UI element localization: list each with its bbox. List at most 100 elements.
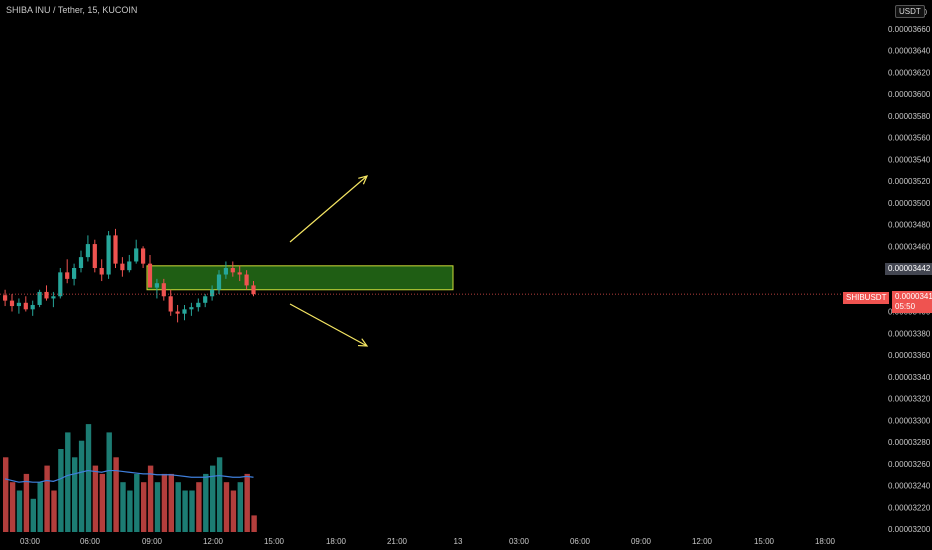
price-axis-label: 0.00003560 <box>888 134 931 143</box>
supply-zone-box <box>146 265 454 291</box>
candle-body <box>99 268 104 275</box>
volume-bar <box>196 482 202 532</box>
volume-bar <box>30 498 36 532</box>
time-axis-label: 03:00 <box>20 537 41 546</box>
time-axis-label: 12:00 <box>692 537 713 546</box>
candle-body <box>120 263 125 271</box>
candle-body <box>113 235 118 264</box>
volume-bar <box>37 482 43 532</box>
volume-bar <box>92 465 99 532</box>
volume-bar <box>23 473 30 532</box>
candle-body <box>3 295 8 301</box>
price-axis-label: 0.00003500 <box>888 199 931 208</box>
volume-bar <box>168 473 174 532</box>
volume-bar <box>127 490 133 532</box>
volume-bar <box>78 440 85 532</box>
arrow-head <box>357 338 369 347</box>
volume-bar <box>72 457 78 532</box>
volume-bar <box>65 432 71 532</box>
candle-body <box>23 302 28 310</box>
time-axis-label: 15:00 <box>754 537 775 546</box>
time-axis-label: 12:00 <box>203 537 224 546</box>
price-axis-label: 0.00003520 <box>888 177 931 186</box>
arrow-head <box>358 175 369 185</box>
time-axis-label: 06:00 <box>570 537 591 546</box>
price-axis-label: 0.00003240 <box>888 482 931 491</box>
candle-body <box>154 283 159 288</box>
current-price-tag: 0.00003416 05:50 <box>892 291 932 313</box>
currency-badge[interactable]: USDT <box>895 5 925 18</box>
candle-body <box>216 274 222 290</box>
candle-body <box>230 268 235 273</box>
time-axis-label: 09:00 <box>631 537 652 546</box>
candle-body <box>203 296 208 303</box>
arrow-shaft <box>289 303 368 347</box>
volume-bar <box>99 473 105 532</box>
current-price-value: 0.00003416 <box>895 292 932 301</box>
volume-bar <box>134 473 140 532</box>
volume-bar <box>154 482 161 532</box>
volume-bar <box>120 482 126 532</box>
price-axis-label: 0.00003320 <box>888 395 931 404</box>
price-axis-label: 0.00003480 <box>888 221 931 230</box>
volume-bar <box>182 490 188 532</box>
candle-body <box>223 268 228 275</box>
candle-body <box>210 289 215 297</box>
arrow-up <box>289 175 369 243</box>
volume-bar <box>3 457 9 532</box>
candle-body <box>237 272 242 275</box>
countdown-timer: 05:50 <box>895 302 916 311</box>
time-axis-label: 18:00 <box>326 537 347 546</box>
volume-bar <box>210 465 216 532</box>
price-axis-label: 0.00003200 <box>888 525 931 534</box>
candle-body <box>106 235 111 275</box>
candle-body <box>37 291 42 305</box>
price-axis-label: 0.00003600 <box>888 90 931 99</box>
volume-bar <box>44 465 50 532</box>
arrow-shaft <box>289 175 368 243</box>
candle-body <box>92 244 97 268</box>
price-axis-label: 0.00003460 <box>888 242 931 251</box>
candle-body <box>72 268 77 279</box>
price-axis-label: 0.00003300 <box>888 416 931 425</box>
volume-bar <box>58 449 64 532</box>
arrow-down <box>289 303 369 347</box>
candle-body <box>30 304 35 310</box>
volume-bar <box>113 457 119 532</box>
volume-bar <box>237 482 243 532</box>
volume-bar <box>251 515 257 532</box>
time-axis-label: 21:00 <box>387 537 408 546</box>
candle-body <box>182 309 187 314</box>
volume-bar <box>16 490 23 532</box>
volume-bar <box>223 482 230 532</box>
price-axis-label: 0.00003660 <box>888 25 931 34</box>
price-axis-label: 0.00003280 <box>888 438 931 447</box>
candle-body <box>244 274 249 286</box>
price-axis-label: 0.00003540 <box>888 155 931 164</box>
candle-body <box>127 261 132 271</box>
candle-body <box>147 263 153 288</box>
price-axis-label: 0.00003340 <box>888 373 931 382</box>
time-axis-label: 15:00 <box>264 537 285 546</box>
volume-bar <box>230 490 237 532</box>
candle-body <box>168 296 173 312</box>
candle-body <box>9 300 15 307</box>
candle-body <box>44 291 49 299</box>
candle-body <box>161 283 166 297</box>
volume-bar <box>203 473 209 532</box>
volume-bar <box>189 490 195 532</box>
candle-body <box>65 272 70 279</box>
time-axis-label: 13 <box>454 537 463 546</box>
volume-bar <box>147 465 154 532</box>
candle-body <box>78 257 84 268</box>
price-axis-label: 0.00003580 <box>888 112 931 121</box>
time-axis-label: 03:00 <box>509 537 530 546</box>
candle-body <box>134 248 139 262</box>
chart-title: SHIBA INU / Tether, 15, KUCOIN <box>6 5 138 15</box>
time-axis-label: 18:00 <box>815 537 836 546</box>
volume-bar <box>141 482 147 532</box>
time-axis-label: 09:00 <box>142 537 163 546</box>
candle-body <box>189 307 194 310</box>
volume-ma-line <box>4 469 254 483</box>
